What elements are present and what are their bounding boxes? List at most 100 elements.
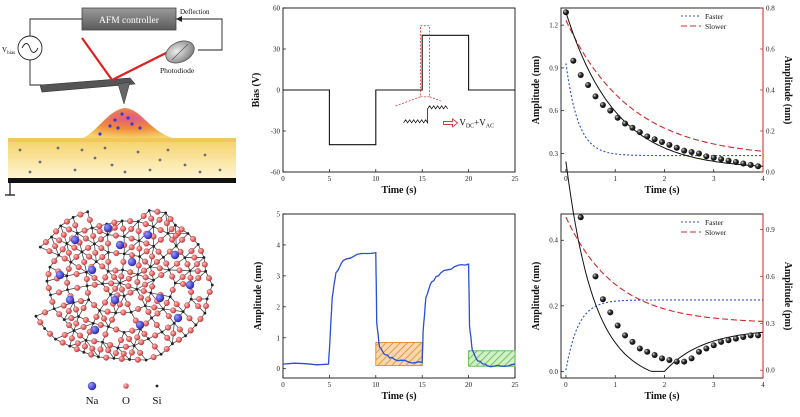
silicon-atom (107, 325, 110, 329)
data-point (703, 345, 710, 352)
data-point (681, 358, 688, 365)
network-atoms (34, 208, 214, 363)
silicon-atom (101, 282, 104, 286)
data-point (725, 157, 732, 164)
decay-chart-top: 0 1 2 3 4 0.3 0.6 0.9 1.2 Time (s) Amplitude (nm) 0… (531, 5, 793, 197)
silicon-atom (34, 314, 38, 318)
oxygen-atom (64, 279, 71, 286)
oxygen-atom (152, 332, 159, 339)
oxygen-atom (61, 255, 68, 262)
y2-tick-label: 0.9 (766, 226, 775, 234)
oxygen-atom (78, 298, 84, 305)
x-axis-label: Time (s) (644, 391, 679, 402)
legend-label-na: Na (86, 395, 99, 407)
data-point (607, 107, 614, 114)
oxygen-atom (81, 259, 88, 265)
silicon-atom (59, 224, 63, 228)
silicon-atom (196, 242, 200, 246)
oxygen-atom (61, 331, 68, 338)
oxygen-atom (191, 254, 198, 261)
oxygen-atom (176, 336, 182, 343)
silicon-atom (57, 253, 61, 257)
oxygen-atom (155, 248, 162, 255)
y-axis-label: Amplitude (nm) (253, 262, 264, 331)
oxygen-atom (163, 346, 170, 352)
y-tick-label: 0 (277, 365, 281, 373)
oxygen-atom (120, 258, 127, 265)
ion-dot (130, 122, 134, 126)
x-tick-label: 20 (465, 381, 473, 389)
oxygen-atom (165, 313, 172, 320)
oxygen-atom (176, 326, 183, 333)
ion-dot (113, 118, 117, 122)
silicon-atom (132, 344, 136, 348)
sodium-atom (173, 313, 183, 323)
silicon-atom (122, 330, 126, 334)
oxygen-atom (203, 303, 209, 309)
oxygen-atom (111, 274, 118, 281)
oxygen-atom (105, 240, 111, 247)
data-point (747, 161, 754, 168)
oxygen-atom (195, 303, 201, 310)
y2-tick-label: 0.0 (766, 367, 775, 375)
oxygen-atom (156, 216, 163, 223)
sodium-atom (135, 320, 145, 330)
oxygen-atom (178, 226, 185, 233)
oxygen-atom (145, 296, 152, 303)
silicon-atom (54, 337, 57, 341)
oxygen-atom (108, 280, 115, 287)
controller-label: AFM controller (99, 16, 160, 26)
oxygen-atom (119, 286, 126, 293)
oxygen-atom (104, 308, 111, 315)
y-tick-label: 0.2 (549, 302, 558, 310)
oxygen-atom (47, 330, 54, 337)
oxygen-atom (153, 259, 160, 265)
data-point (673, 358, 680, 365)
oxygen-atom (74, 284, 81, 291)
oxygen-atom (120, 225, 127, 232)
x-axis-label: Time (s) (381, 391, 416, 402)
x-tick-label: 1 (613, 381, 617, 389)
oxygen-atom (86, 216, 93, 223)
oxygen-atom (96, 223, 103, 229)
silicon-atom (144, 358, 148, 362)
silicon-atom (205, 297, 209, 301)
silicon-atom (147, 209, 151, 212)
silicon-atom (80, 250, 84, 254)
x-tick-label: 5 (328, 175, 332, 183)
x-tick-label: 4 (761, 381, 765, 389)
ion-dot (138, 126, 142, 130)
y2-tick-label: 0.6 (766, 273, 775, 281)
oxygen-atom (151, 343, 158, 350)
oxygen-atom (102, 274, 109, 281)
cantilever (39, 77, 136, 93)
sodium-atom (170, 250, 180, 260)
oxygen-atom (190, 236, 197, 242)
silicon-atom (106, 269, 110, 273)
oxygen-atom (117, 337, 124, 344)
silicon-atom (137, 239, 141, 243)
zoom-line (429, 96, 441, 102)
oxygen-atom (45, 271, 52, 278)
silicon-atom (91, 321, 95, 325)
sodium-atom (90, 325, 100, 335)
legend-label-o: O (122, 395, 130, 407)
oxygen-atom (158, 272, 165, 278)
silicon-atom (122, 294, 126, 298)
plot-frame (282, 213, 516, 379)
x-tick-label: 15 (419, 175, 427, 183)
silicon-atom (118, 281, 122, 285)
oxygen-atom (90, 232, 97, 239)
oxygen-atom (151, 304, 158, 311)
y-tick-label: -60 (271, 169, 281, 177)
oxygen-atom (125, 283, 132, 290)
oxygen-atom (60, 231, 67, 238)
data-point (562, 9, 569, 16)
oxygen-atom (103, 286, 110, 293)
oxygen-atom (127, 218, 134, 225)
legend-atom-o (123, 383, 129, 389)
silicon-atom (171, 342, 174, 346)
y2-tick-label: 0.6 (766, 46, 775, 54)
oxygen-atom (56, 311, 63, 318)
